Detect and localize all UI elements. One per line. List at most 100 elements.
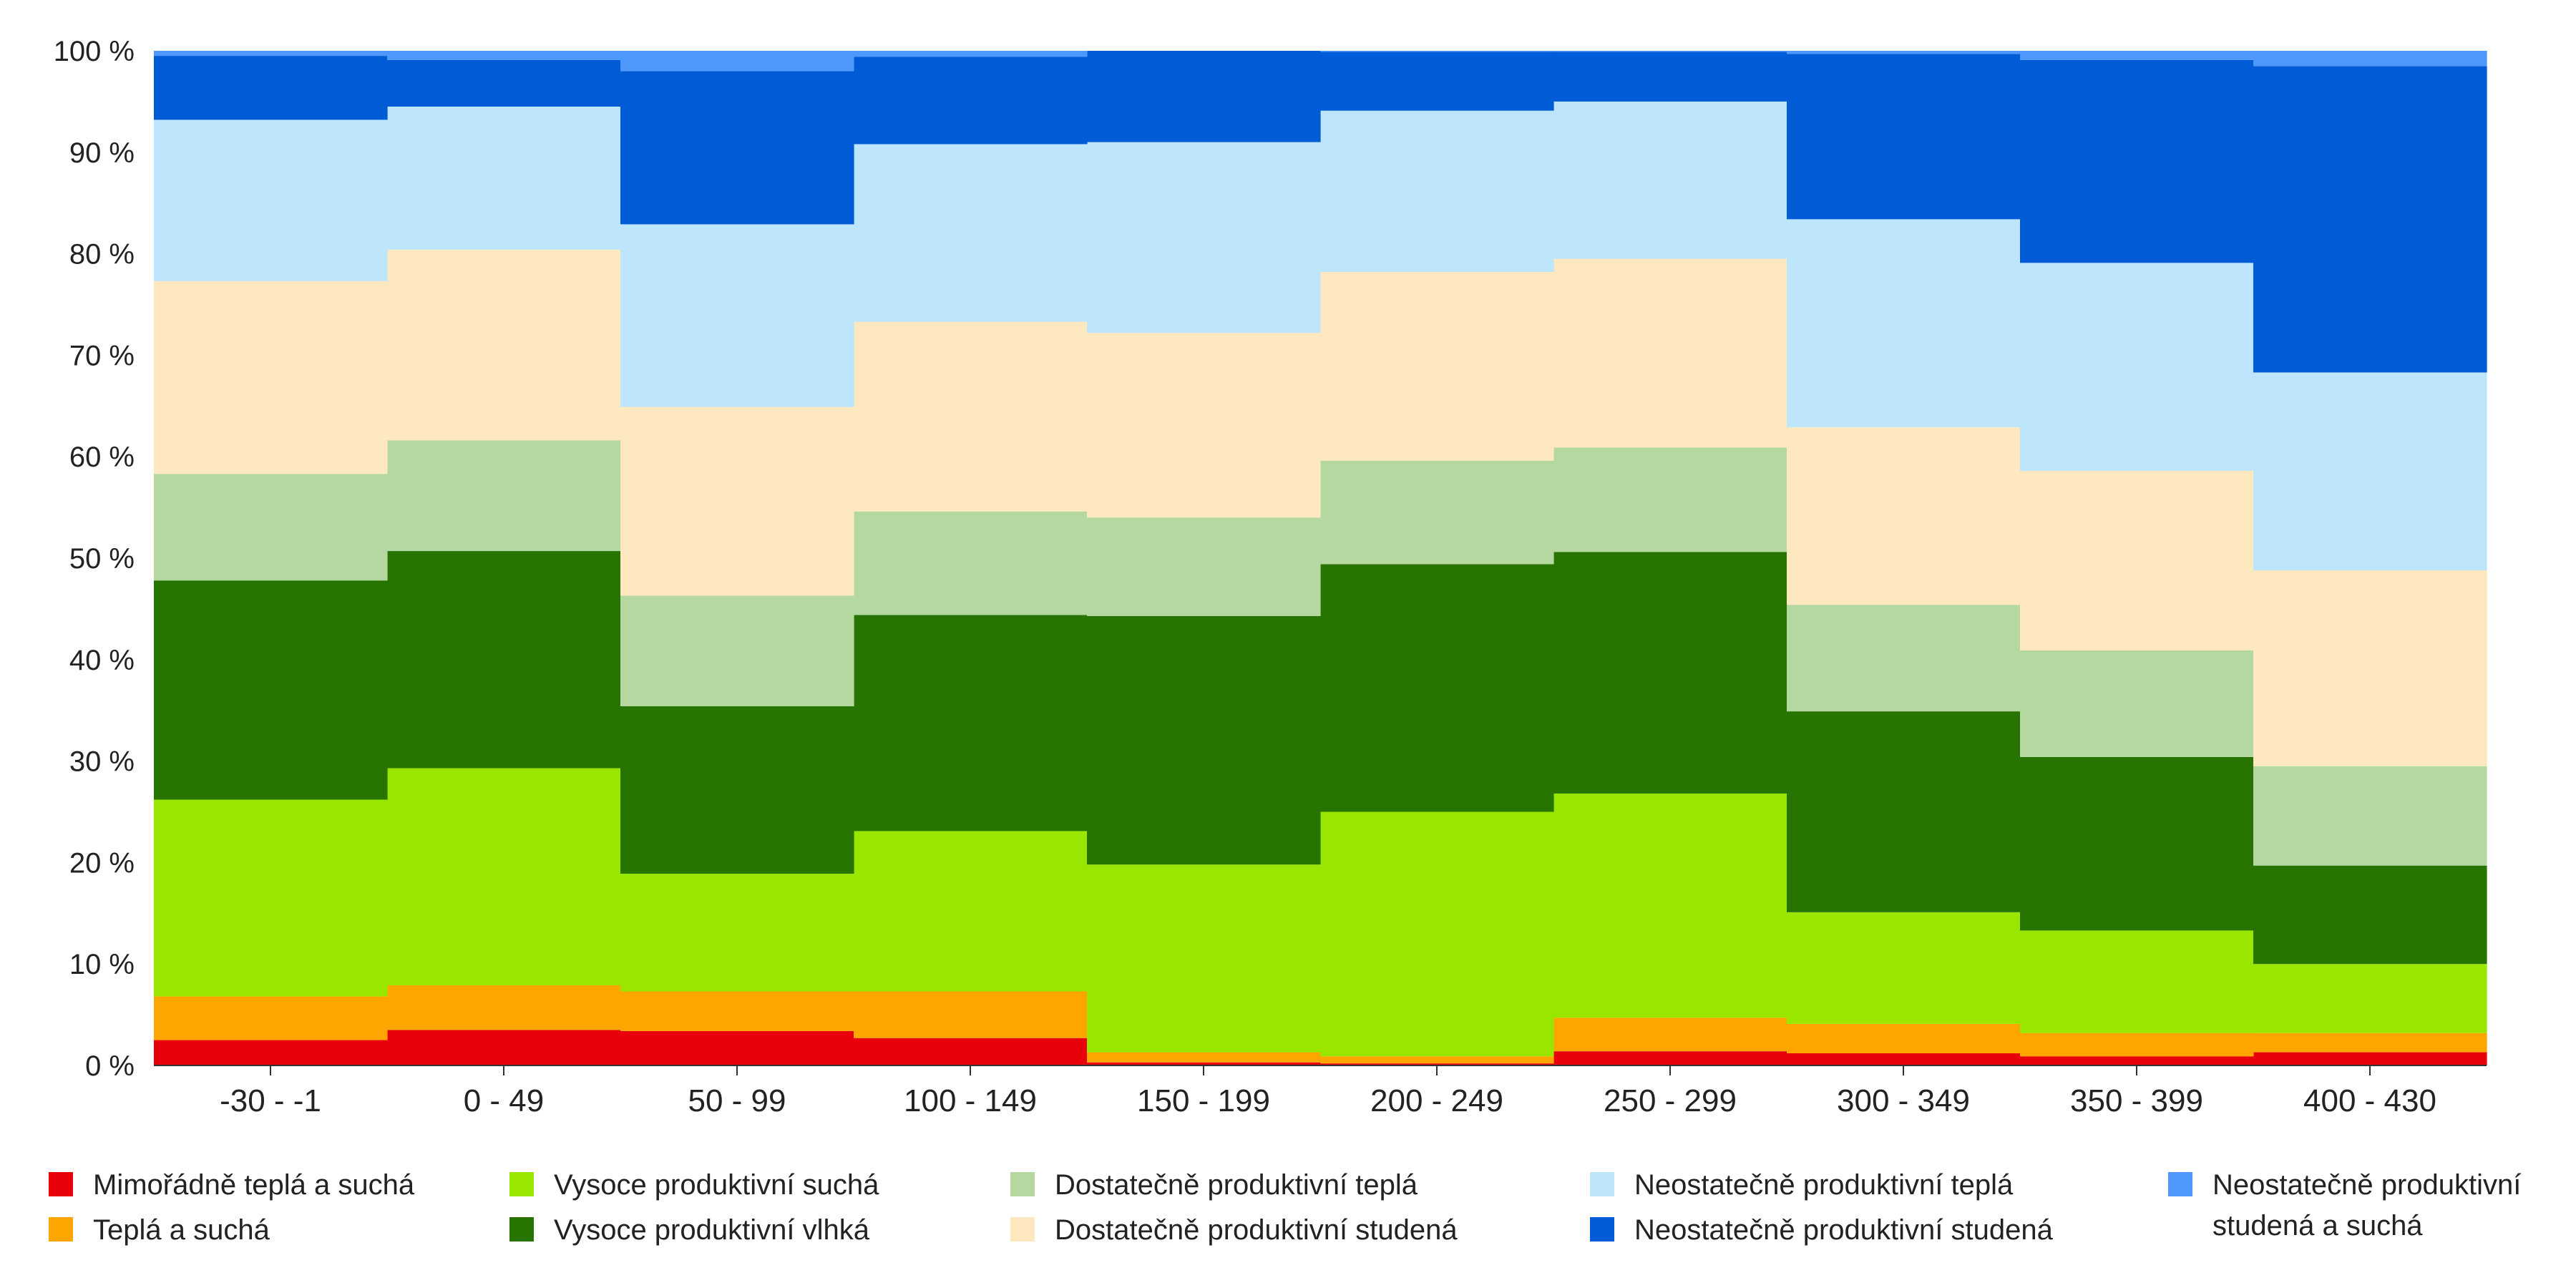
area-segment <box>1087 615 1321 865</box>
x-tick-label: 50 - 99 <box>688 1083 786 1118</box>
area-segment <box>154 799 388 997</box>
legend-swatch <box>49 1172 73 1196</box>
area-segment <box>387 551 621 769</box>
y-tick-label: 10 % <box>69 949 135 980</box>
y-tick-label: 100 % <box>54 36 135 67</box>
area-segment <box>2020 263 2254 472</box>
legend-swatch <box>1590 1172 1614 1196</box>
area-segment <box>2253 372 2487 571</box>
area-segment <box>1087 142 1321 333</box>
area-segment <box>2020 930 2254 1033</box>
x-tick-label: 300 - 349 <box>1837 1083 1970 1118</box>
x-tick-label: 100 - 149 <box>904 1083 1037 1118</box>
area-segment <box>2020 471 2254 651</box>
legend-label: Neostatečně produktivní <box>2212 1169 2521 1201</box>
area-segment <box>154 119 388 281</box>
area-segment <box>154 996 388 1040</box>
x-tick-label: -30 - -1 <box>220 1083 321 1118</box>
y-tick-label: 40 % <box>69 645 135 676</box>
legend-swatch <box>1590 1217 1614 1241</box>
area-segment <box>854 991 1088 1038</box>
area-segment <box>2253 1033 2487 1053</box>
legend-label: Teplá a suchá <box>93 1214 270 1246</box>
area-segment <box>1553 552 1787 794</box>
legend-item: Neostatečně produktivní studená a suchá <box>2168 1169 2521 1241</box>
legend-item: Neostatečně produktivní teplá <box>1590 1169 2014 1201</box>
area-segment <box>387 768 621 985</box>
area-segment <box>620 224 854 407</box>
area-segment <box>854 144 1088 322</box>
area-segment <box>1087 51 1321 142</box>
series-9 <box>154 51 2487 72</box>
area-segment <box>1553 51 1787 52</box>
area-segment <box>387 249 621 441</box>
area-segment <box>854 321 1088 512</box>
y-tick-label: 90 % <box>69 137 135 169</box>
area-segment <box>387 59 621 107</box>
legend-label: Dostatečně produktivní studená <box>1055 1214 1458 1246</box>
area-segment <box>620 873 854 992</box>
area-segment <box>387 1030 621 1065</box>
area-segment <box>1320 51 1554 52</box>
area-segment <box>1553 1018 1787 1052</box>
legend-item: Dostatečně produktivní studená <box>1010 1214 1458 1246</box>
area-segment <box>154 580 388 800</box>
area-segment <box>1787 1023 2021 1053</box>
area-segment <box>2020 51 2254 60</box>
area-segment <box>854 831 1088 992</box>
series-3 <box>154 768 2487 1057</box>
series-4 <box>154 551 2487 965</box>
area-segment <box>1787 1053 2021 1065</box>
area-segment <box>1087 864 1321 1053</box>
y-tick-label: 30 % <box>69 746 135 778</box>
legend-label: Vysoce produktivní suchá <box>554 1169 879 1201</box>
legend-item: Dostatečně produktivní teplá <box>1010 1169 1418 1201</box>
y-tick-label: 70 % <box>69 340 135 371</box>
area-segment <box>2020 650 2254 757</box>
area-segment <box>2253 865 2487 965</box>
area-segment <box>2253 1052 2487 1065</box>
area-segment <box>854 615 1088 831</box>
legend-swatch <box>49 1217 73 1241</box>
legend-item: Neostatečně produktivní studená <box>1590 1214 2054 1246</box>
area-segment <box>854 57 1088 145</box>
area-segment <box>620 595 854 707</box>
area-segment <box>1553 258 1787 448</box>
y-tick-label: 0 % <box>85 1050 135 1082</box>
area-segment <box>620 991 854 1031</box>
area-segment <box>2020 59 2254 263</box>
area-segment <box>1553 52 1787 102</box>
area-segment <box>2020 1056 2254 1065</box>
area-segment <box>1320 110 1554 273</box>
legend-item: Vysoce produktivní vlhká <box>509 1214 870 1246</box>
area-segment <box>2020 1033 2254 1057</box>
area-segment <box>154 56 388 120</box>
area-segment <box>154 280 388 474</box>
area-segment <box>620 1030 854 1065</box>
legend-swatch <box>509 1172 534 1196</box>
x-tick-label: 200 - 249 <box>1370 1083 1503 1118</box>
area-segment <box>620 71 854 225</box>
area-segment <box>620 706 854 874</box>
area-segment <box>154 474 388 581</box>
legend: Mimořádně teplá a suchá Teplá a suchá Vyso… <box>49 1169 2521 1246</box>
series-2 <box>154 985 2487 1064</box>
area-segment <box>1087 1052 1321 1063</box>
area-segment <box>1320 811 1554 1057</box>
area-segment <box>387 440 621 552</box>
legend-label: Mimořádně teplá a suchá <box>93 1169 415 1201</box>
series-7 <box>154 101 2487 571</box>
area-segment <box>1787 427 2021 605</box>
x-tick-label: 250 - 299 <box>1604 1083 1737 1118</box>
area-segment <box>387 985 621 1030</box>
area-segment <box>1320 1056 1554 1064</box>
x-tick-label: 0 - 49 <box>464 1083 545 1118</box>
axes: 0 % 10 % 20 % 30 % 40 % 50 % 60 % 70 % 80 % 90 % 1… <box>54 36 2487 1118</box>
area-segment <box>1553 1051 1787 1065</box>
series-5 <box>154 440 2487 866</box>
area-segment <box>1087 1062 1321 1065</box>
y-tick-label: 50 % <box>69 543 135 575</box>
area-segment <box>387 106 621 250</box>
legend-item: Vysoce produktivní suchá <box>509 1169 879 1201</box>
